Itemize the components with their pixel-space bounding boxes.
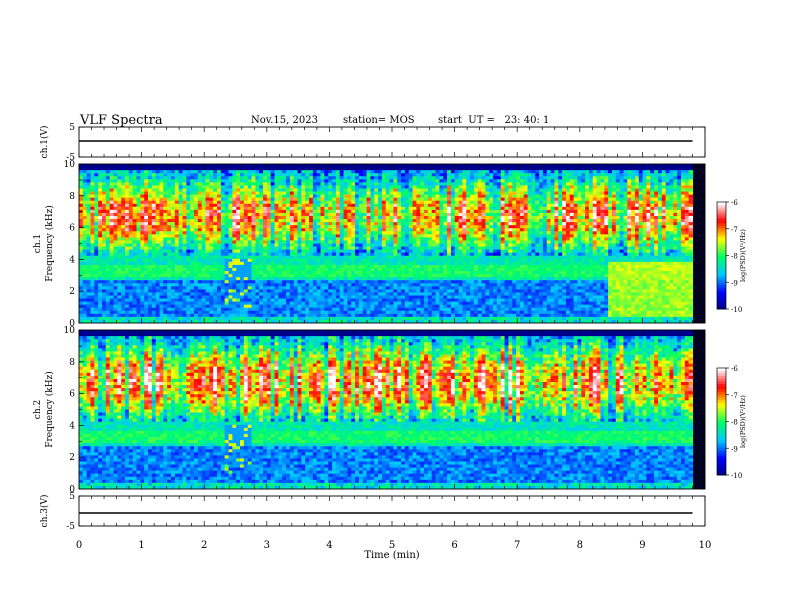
colorbar-tick-label: -8 [731,419,738,427]
colorbar-label: log(PSD)(V²/Hz) [739,229,747,282]
x-tick-label: 7 [514,540,520,551]
colorbar-tick-label: -9 [731,445,738,453]
y-tick-label: 5 [69,123,75,133]
y-tick-label: 5 [69,492,75,502]
spectrogram-1: -6 -7 -8 -9 -10 log(PSD)(V²/Hz) [79,164,747,323]
x-tick-label: 3 [264,540,270,551]
y-axis-label: ch.1 [33,234,43,253]
colorbar-tick-label: -9 [731,279,738,287]
x-tick-label: 6 [451,540,457,551]
start-time-label: start UT = 23: 40: 1 [438,115,550,126]
colorbar-tick-label: -7 [731,226,738,234]
colorbar-tick-label: -8 [731,253,738,261]
x-tick-label: 9 [639,540,645,551]
y-tick-label: 0 [69,485,75,495]
y-tick-label: 2 [69,453,75,463]
y-tick-label: 2 [69,287,75,297]
y-tick-label: -5 [66,153,75,163]
station-label: station= MOS [343,115,415,126]
colorbar-tick-label: -10 [731,472,742,480]
x-tick-label: 5 [389,540,395,551]
y-tick-label: 4 [69,421,75,431]
y-tick-label: 8 [69,192,75,202]
y-tick-label: 6 [69,390,75,400]
y-tick-label: 10 [64,326,76,336]
x-tick-label: 1 [138,540,144,551]
colorbar-tick-label: -7 [731,392,738,400]
colorbar-1: -6 -7 -8 -9 -10 log(PSD)(V²/Hz) [716,199,747,314]
x-tick-label: 0 [76,540,82,551]
y-tick-label: 4 [69,255,75,265]
y-axis-label: Frequency (kHz) [44,371,55,448]
y-tick-label: 0 [69,319,75,329]
y-axis-label: ch.2 [33,400,43,419]
chart-title: VLF Spectra [80,113,163,128]
y-tick-label: 6 [69,224,75,234]
y-axis-label: ch.3(V) [39,495,50,528]
x-axis-label: Time (min) [364,550,419,561]
x-tick-label: 4 [326,540,332,551]
colorbar-tick-label: -6 [731,365,738,373]
colorbar-tick-label: -10 [731,306,742,314]
x-tick-label: 10 [699,540,712,551]
colorbar-tick-label: -6 [731,199,738,207]
colorbar-2: -6 -7 -8 -9 -10 log(PSD)(V²/Hz) [716,365,747,480]
date-label: Nov.15, 2023 [251,115,318,126]
spectrogram-2: -6 -7 -8 -9 -10 log(PSD)(V²/Hz) [79,330,747,489]
colorbar-label: log(PSD)(V²/Hz) [739,395,747,448]
spectrogram-cells [79,164,705,323]
y-axis-label: Frequency (kHz) [44,205,55,282]
y-axis-label: ch.1(V) [39,126,50,159]
y-tick-label: 10 [64,160,76,170]
y-tick-label: -5 [66,522,75,532]
spectrogram-cells [79,330,705,489]
x-tick-label: 2 [201,540,207,551]
y-tick-label: 8 [69,358,75,368]
x-tick-label: 8 [577,540,583,551]
